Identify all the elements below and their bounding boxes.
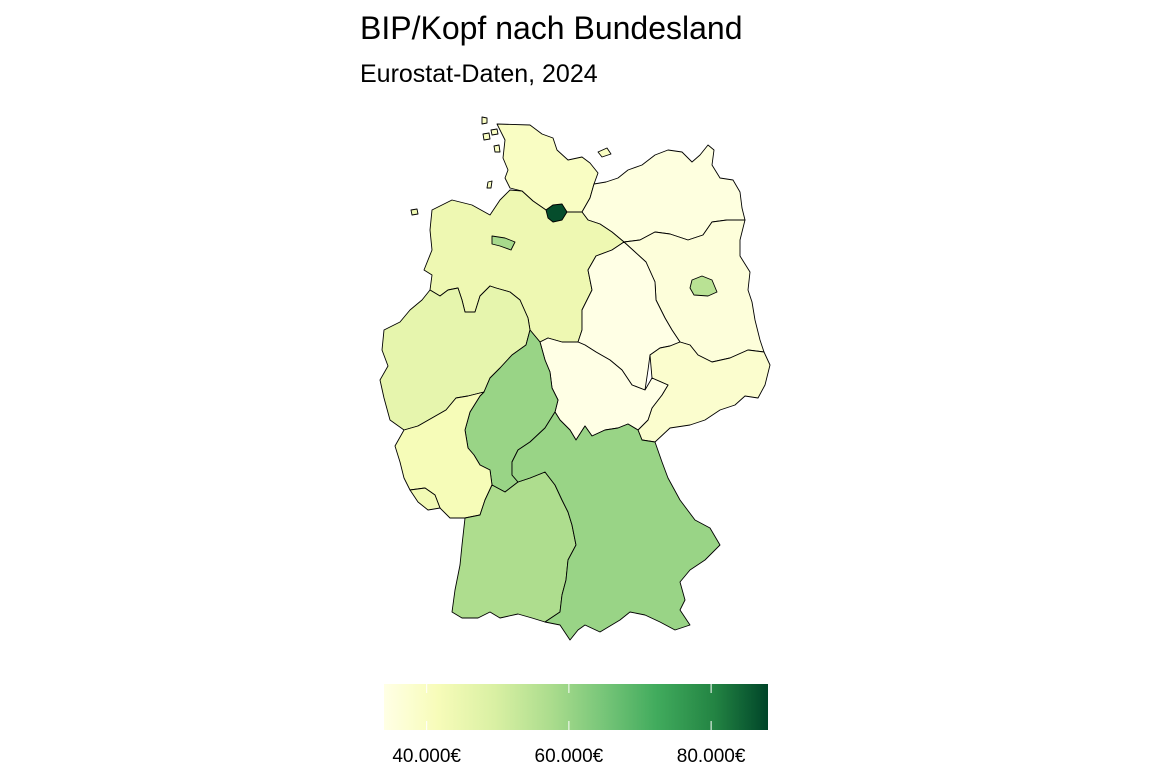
legend-ticks: 40.000€ 60.000€ 80.000€ [392, 684, 746, 767]
region-schleswig-holstein-island-3 [490, 128, 499, 136]
legend-tick-label: 60.000€ [535, 746, 604, 767]
region-berlin[interactable] [689, 275, 718, 297]
region-bremen[interactable] [491, 235, 516, 251]
legend-colorbar [384, 684, 768, 730]
region-saarland[interactable] [409, 487, 441, 511]
map-title: BIP/Kopf nach Bundesland [360, 10, 743, 46]
region-schleswig-holstein-island-1 [481, 116, 488, 125]
region-hamburg[interactable] [545, 203, 568, 223]
region-helgoland [486, 180, 493, 189]
legend-tick-label: 40.000€ [392, 746, 461, 767]
region-schleswig-holstein-island-2 [482, 132, 491, 141]
legend-tick-label: 80.000€ [677, 746, 746, 767]
region-schleswig-holstein-island-4 [493, 144, 501, 153]
region-niedersachsen-island [410, 208, 419, 216]
map-subtitle: Eurostat-Daten, 2024 [360, 60, 598, 88]
region-schleswig-holstein-fehmarn [597, 147, 612, 158]
region-bayern[interactable] [511, 411, 721, 641]
